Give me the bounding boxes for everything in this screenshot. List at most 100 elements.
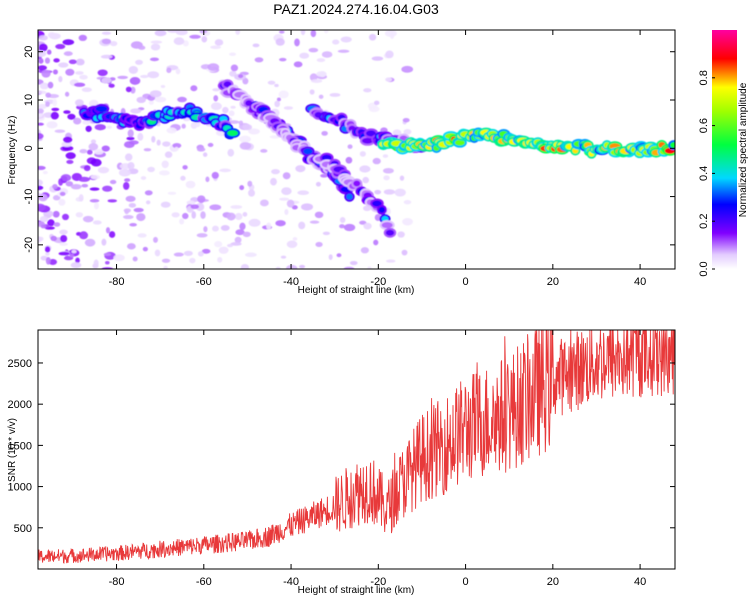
- spectrogram-noise-blob: [101, 238, 107, 246]
- spectrogram-x-tick-label: 40: [634, 276, 646, 288]
- spectrogram-x-tick-label: -60: [196, 276, 212, 288]
- spectrogram-noise-blob: [401, 249, 408, 256]
- spectrogram-noise-blob: [244, 252, 257, 258]
- spectrogram-noise-blob: [329, 92, 341, 97]
- spectrogram-noise-blob: [248, 218, 261, 227]
- spectrogram-noise-blob: [230, 242, 242, 246]
- spectrogram-noise-blob: [89, 187, 100, 191]
- spectrogram-noise-blob: [200, 211, 206, 219]
- spectrogram-noise-blob: [210, 102, 222, 111]
- spectrogram-noise-blob: [394, 188, 406, 197]
- spectrogram-noise-blob: [50, 235, 57, 242]
- spectrogram-noise-blob: [363, 88, 372, 93]
- colorbar-gradient: [712, 30, 737, 269]
- spectrogram-noise-blob: [125, 86, 132, 93]
- spectrogram-noise-blob: [82, 215, 94, 223]
- spectrogram-noise-blob: [362, 176, 370, 184]
- snr-x-tick-label: 20: [547, 576, 559, 588]
- spectrogram-noise-blob: [195, 202, 205, 211]
- spectrogram-noise-blob: [283, 106, 294, 110]
- spectrogram-noise-blob: [299, 264, 306, 269]
- spectrogram-noise-blob: [202, 152, 208, 157]
- spectrogram-noise-blob: [130, 86, 136, 94]
- snr-series-line: [38, 330, 675, 564]
- snr-x-tick-label: -20: [370, 576, 386, 588]
- spectrogram-noise-blob: [284, 209, 289, 216]
- spectrogram-noise-blob: [173, 252, 184, 257]
- spectrogram-noise-blob: [201, 248, 211, 254]
- spectrogram-noise-blob: [281, 187, 292, 196]
- spectrogram-noise-blob: [85, 125, 92, 132]
- snr-x-tick-label: 0: [463, 576, 469, 588]
- spectrogram-y-tick-label: -20: [23, 237, 35, 253]
- spectrogram-noise-blob: [130, 108, 142, 114]
- spectrogram-noise-blob: [239, 142, 252, 150]
- spectrogram-noise-blob: [368, 105, 380, 113]
- spectrogram-noise-blob: [58, 76, 63, 83]
- spectrogram-y-tick-label: -10: [23, 189, 35, 205]
- spectrogram-noise-blob: [150, 40, 163, 44]
- spectrogram-noise-blob: [347, 144, 353, 149]
- spectrogram-noise-blob: [172, 142, 182, 149]
- spectrogram-noise-blob: [38, 43, 48, 52]
- spectrogram-noise-blob: [214, 39, 224, 46]
- spectrogram-noise-blob: [86, 149, 93, 155]
- spectrogram-noise-blob: [142, 246, 148, 252]
- spectrogram-x-tick-label: 20: [547, 276, 559, 288]
- spectrogram-noise-blob: [308, 47, 319, 53]
- spectrogram-noise-blob: [55, 43, 66, 50]
- spectrogram-noise-blob: [166, 127, 177, 134]
- spectrogram-noise-blob: [113, 254, 125, 262]
- spectrogram-noise-blob: [196, 233, 208, 238]
- spectrogram-noise-blob: [40, 255, 48, 261]
- spectrogram-noise-blob: [230, 205, 243, 209]
- spectrogram-noise-blob: [70, 262, 82, 269]
- spectrogram-marks: [38, 30, 675, 269]
- spectrogram-noise-blob: [64, 91, 70, 97]
- spectrogram-noise-blob: [90, 158, 102, 167]
- spectrogram-noise-blob: [207, 63, 220, 72]
- spectrogram-ridge-core: [346, 193, 353, 200]
- spectrogram-noise-blob: [286, 240, 298, 248]
- spectrogram-noise-blob: [297, 190, 310, 196]
- spectrogram-noise-blob: [94, 124, 106, 131]
- spectrogram-noise-blob: [167, 191, 177, 195]
- spectrogram-noise-blob: [309, 89, 315, 95]
- spectrogram-noise-blob: [239, 135, 251, 143]
- spectrogram-noise-blob: [267, 80, 276, 85]
- spectrogram-noise-blob: [79, 74, 88, 80]
- spectrogram-ridge-core: [227, 130, 239, 137]
- spectrogram-x-tick-label: -20: [370, 276, 386, 288]
- spectrogram-noise-blob: [239, 222, 246, 231]
- spectrogram-noise-blob: [171, 212, 180, 218]
- spectrogram-noise-blob: [239, 185, 245, 191]
- spectrogram-noise-blob: [235, 30, 241, 35]
- spectrogram-noise-blob: [402, 218, 413, 226]
- spectrogram-noise-blob: [93, 259, 99, 267]
- spectrogram-noise-blob: [108, 231, 116, 238]
- spectrogram-noise-blob: [154, 30, 167, 37]
- spectrogram-noise-blob: [228, 120, 240, 124]
- spectrogram-noise-blob: [392, 129, 402, 137]
- spectrogram-noise-blob: [226, 212, 236, 221]
- spectrogram-noise-blob: [100, 54, 113, 59]
- colorbar-tick-label: 0.8: [698, 70, 710, 85]
- spectrogram-noise-blob: [39, 215, 49, 223]
- colorbar-tick-label: 0.0: [698, 261, 710, 276]
- spectrogram-noise-blob: [101, 77, 112, 84]
- spectrogram-noise-blob: [359, 220, 367, 225]
- spectrogram-noise-blob: [124, 153, 133, 161]
- snr-x-axis-label: Height of straight line (km): [298, 585, 415, 596]
- spectrogram-noise-blob: [38, 193, 48, 202]
- spectrogram-noise-blob: [52, 183, 58, 190]
- spectrogram-noise-blob: [153, 236, 158, 243]
- spectrogram-noise-blob: [38, 179, 43, 186]
- spectrogram-noise-blob: [174, 146, 179, 152]
- spectrogram-panel: -80 -60 -40 -20 0 20 40 -20 -10 0 10 20 Height of …: [7, 29, 676, 296]
- spectrogram-noise-blob: [181, 123, 186, 129]
- spectrogram-noise-blob: [38, 132, 44, 140]
- spectrogram-noise-blob: [79, 149, 88, 154]
- spectrogram-noise-blob: [38, 90, 47, 95]
- spectrogram-noise-blob: [128, 66, 139, 74]
